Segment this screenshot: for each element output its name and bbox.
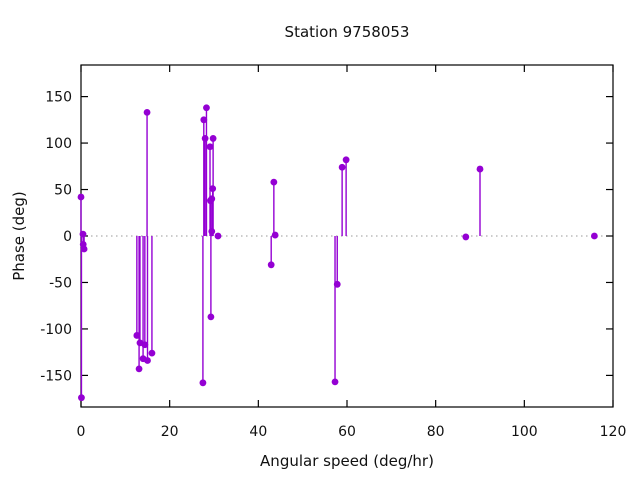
data-point bbox=[77, 193, 85, 201]
data-point bbox=[203, 104, 210, 112]
y-tick-label: -100 bbox=[40, 322, 72, 338]
data-point bbox=[148, 349, 156, 357]
x-tick-label: 80 bbox=[427, 424, 445, 440]
data-point bbox=[267, 261, 275, 269]
data-point bbox=[143, 108, 151, 116]
data-point bbox=[200, 116, 208, 124]
data-point bbox=[342, 156, 350, 164]
y-tick-label: -150 bbox=[40, 368, 72, 384]
data-point bbox=[338, 163, 346, 171]
y-axis-label: Phase (deg) bbox=[10, 191, 28, 281]
x-tick-label: 20 bbox=[161, 424, 179, 440]
data-point bbox=[141, 341, 149, 349]
data-point bbox=[209, 185, 217, 193]
data-point bbox=[331, 378, 339, 386]
x-tick-label: 100 bbox=[511, 424, 538, 440]
data-point bbox=[199, 379, 207, 387]
data-point bbox=[214, 232, 222, 240]
x-tick-label: 0 bbox=[77, 424, 86, 440]
data-point bbox=[208, 195, 216, 203]
data-point bbox=[462, 233, 470, 241]
data-point bbox=[207, 313, 215, 321]
chart-title: Station 9758053 bbox=[285, 23, 410, 41]
data-point bbox=[133, 332, 141, 339]
y-tick-label: 50 bbox=[54, 183, 72, 199]
data-point bbox=[144, 357, 151, 364]
data-point bbox=[79, 230, 87, 238]
data-point bbox=[333, 280, 341, 288]
data-point bbox=[209, 135, 217, 142]
y-tick-label: 100 bbox=[45, 136, 72, 152]
data-point bbox=[590, 232, 598, 240]
data-point bbox=[270, 178, 278, 186]
data-point bbox=[206, 143, 214, 151]
data-point bbox=[78, 394, 85, 402]
data-point bbox=[476, 165, 484, 173]
x-tick-label: 120 bbox=[600, 424, 627, 440]
plot-content: 0 20 40 60 80 100 120 -150 -100 -50 0 50 100 150 bbox=[40, 64, 627, 440]
x-tick-label: 40 bbox=[249, 424, 267, 440]
y-tick-label: -50 bbox=[49, 275, 72, 291]
y-tick-label: 0 bbox=[63, 229, 72, 245]
data-point bbox=[208, 227, 216, 235]
data-point bbox=[135, 365, 143, 373]
data-point bbox=[271, 231, 279, 239]
data-point bbox=[201, 135, 209, 142]
data-point bbox=[80, 245, 88, 253]
x-axis-label: Angular speed (deg/hr) bbox=[260, 452, 434, 470]
y-tick-label: 150 bbox=[45, 90, 72, 106]
x-tick-label: 60 bbox=[338, 424, 356, 440]
